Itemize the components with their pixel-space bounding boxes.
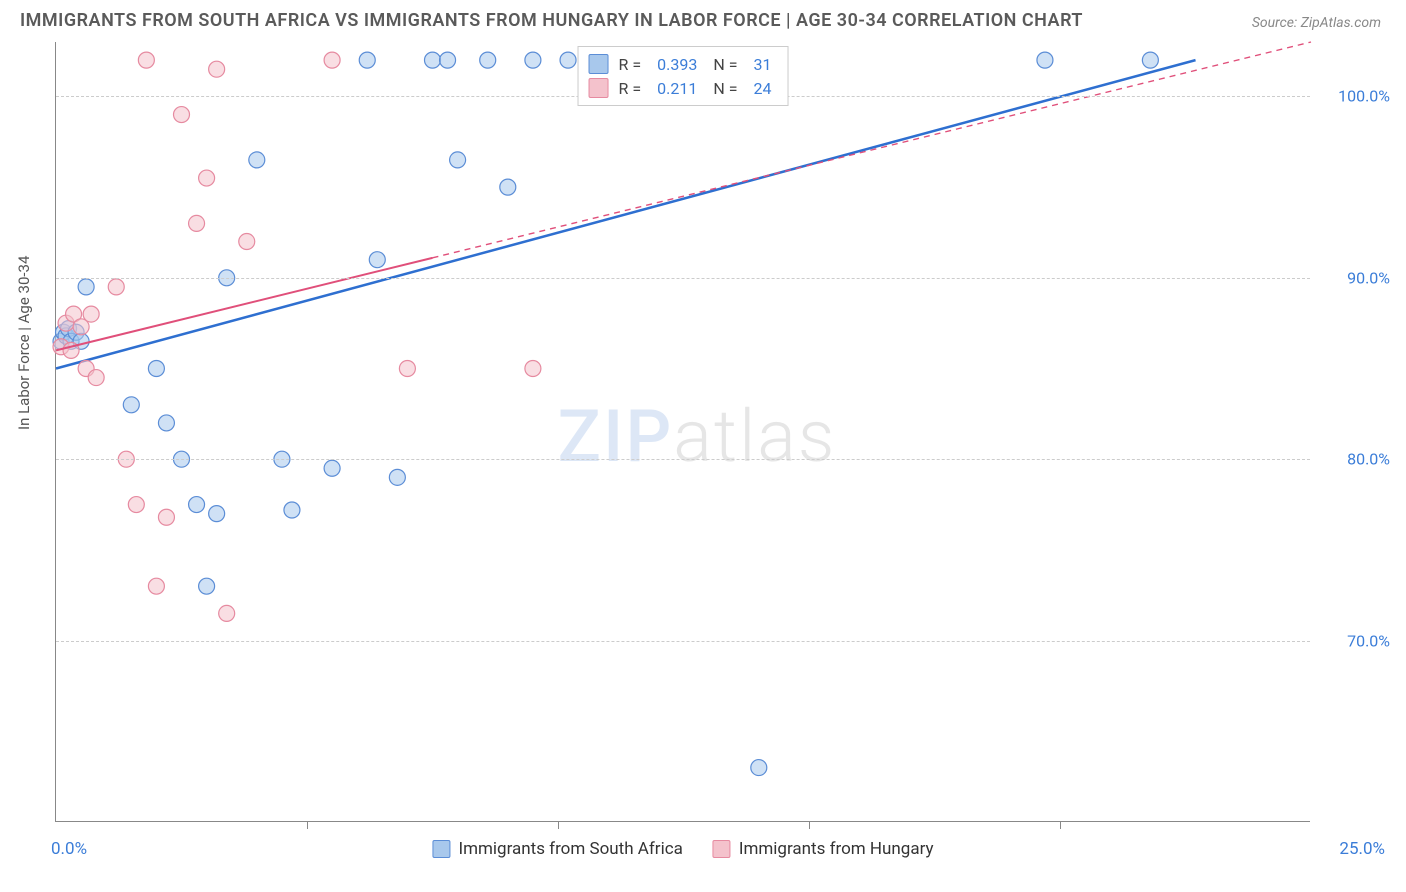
legend-r-label: R =	[619, 79, 642, 98]
y-axis-label: In Labor Force | Age 30-34	[15, 256, 33, 430]
correlation-legend: R = 0.393 N = 31 R = 0.211 N = 24	[578, 46, 789, 106]
x-axis-min-label: 0.0%	[51, 839, 87, 859]
data-point	[219, 605, 235, 621]
data-point	[239, 234, 255, 250]
data-point	[148, 361, 164, 377]
legend-r-value-hu: 0.211	[657, 79, 697, 98]
y-tick-label: 100.0%	[1338, 87, 1390, 106]
legend-n-label: N =	[713, 55, 737, 74]
data-point	[369, 252, 385, 268]
data-point	[399, 361, 415, 377]
data-point	[138, 52, 154, 68]
data-point	[450, 152, 466, 168]
grid-line	[56, 641, 1310, 642]
data-point	[209, 61, 225, 77]
data-point	[128, 497, 144, 513]
data-point	[480, 52, 496, 68]
x-tick	[307, 821, 308, 829]
data-point	[389, 469, 405, 485]
legend-swatch-sa	[589, 54, 609, 74]
legend-item-sa: Immigrants from South Africa	[432, 839, 682, 859]
data-point	[158, 415, 174, 431]
chart-title: IMMIGRANTS FROM SOUTH AFRICA VS IMMIGRAN…	[20, 10, 1083, 31]
data-point	[500, 179, 516, 195]
y-tick-label: 70.0%	[1347, 631, 1390, 650]
legend-r-label: R =	[619, 55, 642, 74]
data-point	[199, 170, 215, 186]
plot-svg	[56, 42, 1310, 821]
legend-row-sa: R = 0.393 N = 31	[589, 52, 778, 76]
x-tick	[1060, 821, 1061, 829]
x-axis-max-label: 25.0%	[1339, 839, 1385, 859]
legend-n-value-sa: 31	[753, 55, 771, 74]
data-point	[88, 370, 104, 386]
trend-line-solid	[56, 60, 1196, 368]
y-tick-label: 90.0%	[1347, 268, 1390, 287]
series-legend: Immigrants from South Africa Immigrants …	[432, 839, 933, 859]
data-point	[560, 52, 576, 68]
trend-line-solid	[56, 258, 433, 351]
data-point	[189, 215, 205, 231]
data-point	[174, 107, 190, 123]
legend-n-value-hu: 24	[753, 79, 771, 98]
data-point	[525, 52, 541, 68]
trend-line-dashed	[433, 42, 1312, 258]
legend-item-hu: Immigrants from Hungary	[713, 839, 934, 859]
data-point	[158, 509, 174, 525]
legend-square-sa	[432, 840, 450, 858]
data-point	[123, 397, 139, 413]
legend-r-value-sa: 0.393	[657, 55, 697, 74]
data-point	[440, 52, 456, 68]
data-point	[189, 497, 205, 513]
data-point	[83, 306, 99, 322]
y-tick-label: 80.0%	[1347, 450, 1390, 469]
x-tick	[809, 821, 810, 829]
legend-label-sa: Immigrants from South Africa	[458, 839, 682, 859]
source-attribution: Source: ZipAtlas.com	[1252, 15, 1381, 31]
data-point	[108, 279, 124, 295]
data-point	[525, 361, 541, 377]
legend-label-hu: Immigrants from Hungary	[739, 839, 934, 859]
legend-square-hu	[713, 840, 731, 858]
data-point	[425, 52, 441, 68]
data-point	[1142, 52, 1158, 68]
legend-n-label: N =	[713, 79, 737, 98]
data-point	[249, 152, 265, 168]
chart-container: IMMIGRANTS FROM SOUTH AFRICA VS IMMIGRAN…	[0, 0, 1406, 892]
data-point	[78, 279, 94, 295]
grid-line	[56, 459, 1310, 460]
plot-area: ZIPatlas 70.0%80.0%90.0%100.0% 0.0% 25.0…	[55, 42, 1310, 822]
data-point	[324, 460, 340, 476]
data-point	[284, 502, 300, 518]
legend-swatch-hu	[589, 78, 609, 98]
data-point	[324, 52, 340, 68]
grid-line	[56, 278, 1310, 279]
data-point	[359, 52, 375, 68]
data-point	[199, 578, 215, 594]
x-tick	[558, 821, 559, 829]
data-point	[1037, 52, 1053, 68]
legend-row-hu: R = 0.211 N = 24	[589, 76, 778, 100]
data-point	[148, 578, 164, 594]
data-point	[751, 760, 767, 776]
data-point	[209, 506, 225, 522]
